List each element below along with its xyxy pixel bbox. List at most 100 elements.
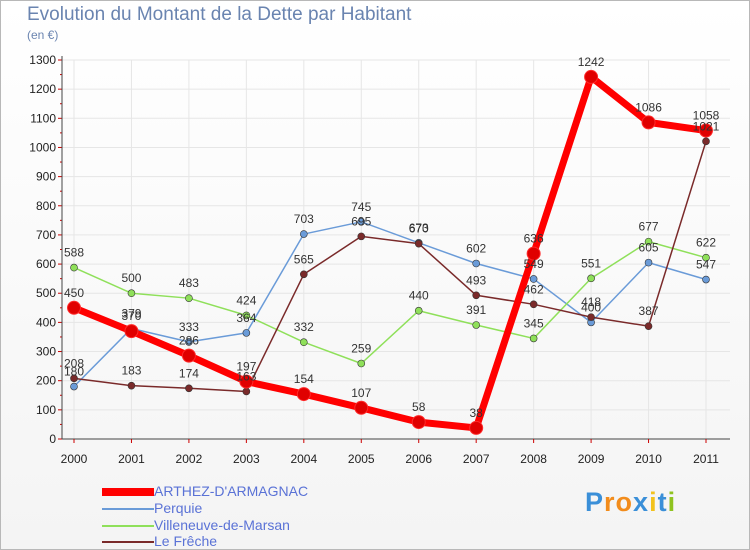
data-point [357,359,366,368]
data-point [67,300,81,315]
data-label: 462 [524,282,544,296]
data-label: 1086 [635,100,662,114]
data-label: 602 [466,241,486,255]
legend-label: Villeneuve-de-Marsan [154,517,290,533]
data-point [414,239,423,248]
data-point [699,123,713,138]
logo-letter: i [649,487,658,517]
logo-letter: t [657,487,668,517]
data-point [472,321,480,329]
data-label: 1021 [693,119,720,133]
proxiti-logo: Proxiti [585,487,676,518]
x-tick-label: 2004 [290,452,317,466]
data-point [529,334,538,343]
axes: 0 100 200 300 400 500 600 700 800 900 1000 1100 1200… [29,53,730,466]
data-point [300,270,308,279]
y-tick-label: 200 [36,374,56,388]
data-point [469,420,484,435]
data-label: 677 [639,220,659,234]
data-label: 58 [412,400,426,414]
data-point [239,374,254,389]
x-tick-label: 2009 [578,452,605,466]
logo-letter: o [615,487,634,517]
data-label: 1058 [693,109,720,123]
data-point [70,263,78,272]
data-label: 622 [696,236,716,250]
data-label: 605 [639,241,659,255]
data-label: 345 [524,316,544,330]
data-label: 695 [351,214,371,228]
data-point [242,329,251,337]
legend-item: Perquie [102,500,202,516]
x-tick-label: 2008 [520,452,547,466]
y-tick-label: 900 [36,170,56,184]
x-tick-label: 2002 [176,452,203,466]
y-tick-label: 500 [36,286,56,300]
legend-item: Le Frêche [102,533,217,549]
y-tick-label: 1300 [29,53,56,67]
legend-swatch [102,541,154,544]
data-point [70,382,78,391]
data-label: 549 [524,257,544,271]
data-label: 703 [294,212,314,226]
series-line-0 [70,73,710,432]
chart-title: Evolution du Montant de la Dette par Hab… [27,4,412,25]
data-label: 333 [179,320,199,334]
logo-letter: i [667,487,677,517]
data-point [414,306,423,315]
data-point [641,115,656,130]
data-label: 670 [409,222,429,236]
data-label: 197 [236,360,256,374]
x-tick-label: 2010 [635,452,662,466]
legend-swatch [102,525,154,528]
data-point [702,253,710,262]
data-point [411,415,426,430]
data-label: 208 [64,356,84,370]
data-label: 174 [179,366,199,380]
series-line-3 [73,140,707,393]
data-label: 547 [696,258,716,272]
data-point [472,291,480,300]
data-point [529,300,538,309]
data-label: 440 [409,289,429,303]
legend-label: Perquie [154,500,203,516]
y-tick-label: 800 [36,199,56,213]
data-points [67,69,713,435]
data-point [242,311,251,320]
y-tick-label: 400 [36,315,56,329]
x-tick-label: 2011 [693,452,719,466]
data-point [584,69,599,84]
x-tick-label: 2006 [405,452,432,466]
data-point [526,246,541,261]
data-point [587,313,595,321]
data-label: 180 [64,365,84,379]
data-point [300,338,308,347]
x-tick-label: 2005 [348,452,375,466]
data-label: 38 [470,406,484,420]
data-label: 107 [351,386,371,400]
data-label: 483 [179,276,199,290]
data-point [357,218,366,226]
data-point [296,387,311,402]
data-point [70,374,78,383]
data-label: 400 [581,300,601,314]
data-label: 332 [294,320,314,334]
data-point [529,275,538,283]
x-tick-label: 2003 [233,452,260,466]
data-point [644,258,653,267]
data-label: 259 [351,341,371,355]
data-point [181,348,196,363]
data-point [185,338,193,346]
data-point [242,387,251,396]
y-tick-label: 1100 [30,111,56,125]
data-label: 364 [236,311,256,325]
x-tick-label: 2007 [463,452,490,466]
data-point [124,324,139,339]
y-axis-unit: (en €) [27,28,59,42]
data-label: 418 [581,295,601,309]
data-label: 450 [64,286,84,300]
legend-swatch [102,508,154,511]
data-label: 745 [351,200,371,214]
